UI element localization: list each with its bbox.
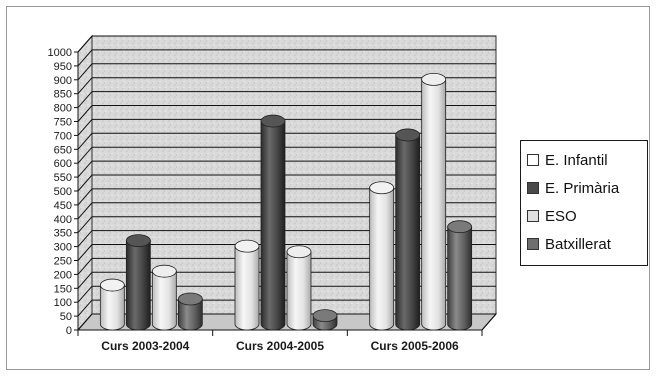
legend-label: ESO <box>545 207 577 225</box>
gridline <box>77 63 496 81</box>
gridline <box>77 91 496 108</box>
bar-eso <box>151 270 177 331</box>
gridline <box>77 49 496 67</box>
bar-top <box>447 220 473 234</box>
bar-eso <box>421 78 447 331</box>
gridline <box>77 216 496 234</box>
gridline <box>77 77 496 95</box>
y-tick-label: 300 <box>54 242 72 254</box>
bar-e-infantil <box>99 284 125 331</box>
gridline <box>77 188 496 206</box>
gridline <box>77 118 496 136</box>
legend-label: E. Infantil <box>545 151 608 169</box>
legend-item: ESO <box>527 202 641 230</box>
gridline <box>77 313 496 331</box>
y-tick-label: 900 <box>54 75 72 87</box>
gridline <box>77 174 496 192</box>
legend-label: Batxillerat <box>545 235 611 253</box>
gridline <box>77 257 496 275</box>
floor-edge <box>481 313 497 331</box>
gridline <box>77 244 496 261</box>
y-tick-label: 750 <box>54 117 72 129</box>
bar-e-infantil <box>234 245 260 331</box>
y-tick-label: 400 <box>54 214 72 226</box>
y-tick-label: 500 <box>54 186 72 198</box>
bar-eso <box>286 251 312 331</box>
bar-top <box>395 128 421 142</box>
bar-e-prim-ria <box>260 120 286 331</box>
bar-batxillerat <box>447 226 473 331</box>
bar-top <box>421 72 447 86</box>
bar-e-infantil <box>369 187 395 331</box>
y-tick-label: 950 <box>54 61 72 73</box>
y-tick-label: 250 <box>54 256 72 268</box>
gridline <box>77 132 496 150</box>
bar-batxillerat <box>177 298 203 331</box>
y-tick-label: 650 <box>54 144 72 156</box>
bar-e-prim-ria <box>125 240 151 331</box>
bar-top <box>286 245 312 259</box>
bar-e-prim-ria <box>395 134 421 331</box>
gridline <box>77 146 496 164</box>
x-category-label: Curs 2003-2004 <box>101 339 189 353</box>
y-tick-label: 350 <box>54 228 72 240</box>
bar-top <box>151 264 177 278</box>
y-tick-label: 700 <box>54 130 72 142</box>
legend-item: Batxillerat <box>527 230 641 258</box>
bar-top <box>177 292 203 306</box>
legend-item: E. Primària <box>527 174 641 202</box>
bar-top <box>312 309 338 323</box>
y-tick-label: 450 <box>54 200 72 212</box>
gridline <box>77 271 496 289</box>
gridline <box>77 202 496 220</box>
x-category-label: Curs 2005-2006 <box>371 339 459 353</box>
legend-item: E. Infantil <box>527 146 641 174</box>
y-tick-label: 800 <box>54 103 72 115</box>
bar-top <box>369 181 395 195</box>
y-tick-label: 850 <box>54 89 72 101</box>
y-tick-label: 1000 <box>48 47 72 59</box>
legend-label: E. Primària <box>545 179 620 197</box>
legend-swatch <box>527 154 539 166</box>
gridline <box>77 299 496 317</box>
gridline <box>77 285 496 303</box>
gridline <box>77 160 496 178</box>
gridline <box>77 35 496 53</box>
y-tick-label: 600 <box>54 158 72 170</box>
bar-top <box>125 234 151 248</box>
legend-swatch <box>527 182 539 194</box>
y-tick-label: 100 <box>54 297 72 309</box>
legend-swatch <box>527 210 539 222</box>
y-tick-label: 200 <box>54 269 72 281</box>
legend-swatch <box>527 238 539 250</box>
bar-top <box>260 114 286 128</box>
bar-top <box>99 278 125 292</box>
bar-top <box>234 239 260 253</box>
x-category-label: Curs 2004-2005 <box>236 339 324 353</box>
gridline <box>77 105 496 122</box>
y-tick-label: 550 <box>54 172 72 184</box>
y-tick-label: 150 <box>54 283 72 295</box>
y-tick-label: 50 <box>60 311 72 323</box>
gridline <box>77 230 496 247</box>
chart-legend: E. Infantil E. Primària ESO Batxillerat <box>520 140 648 266</box>
y-tick-label: 0 <box>66 325 72 337</box>
